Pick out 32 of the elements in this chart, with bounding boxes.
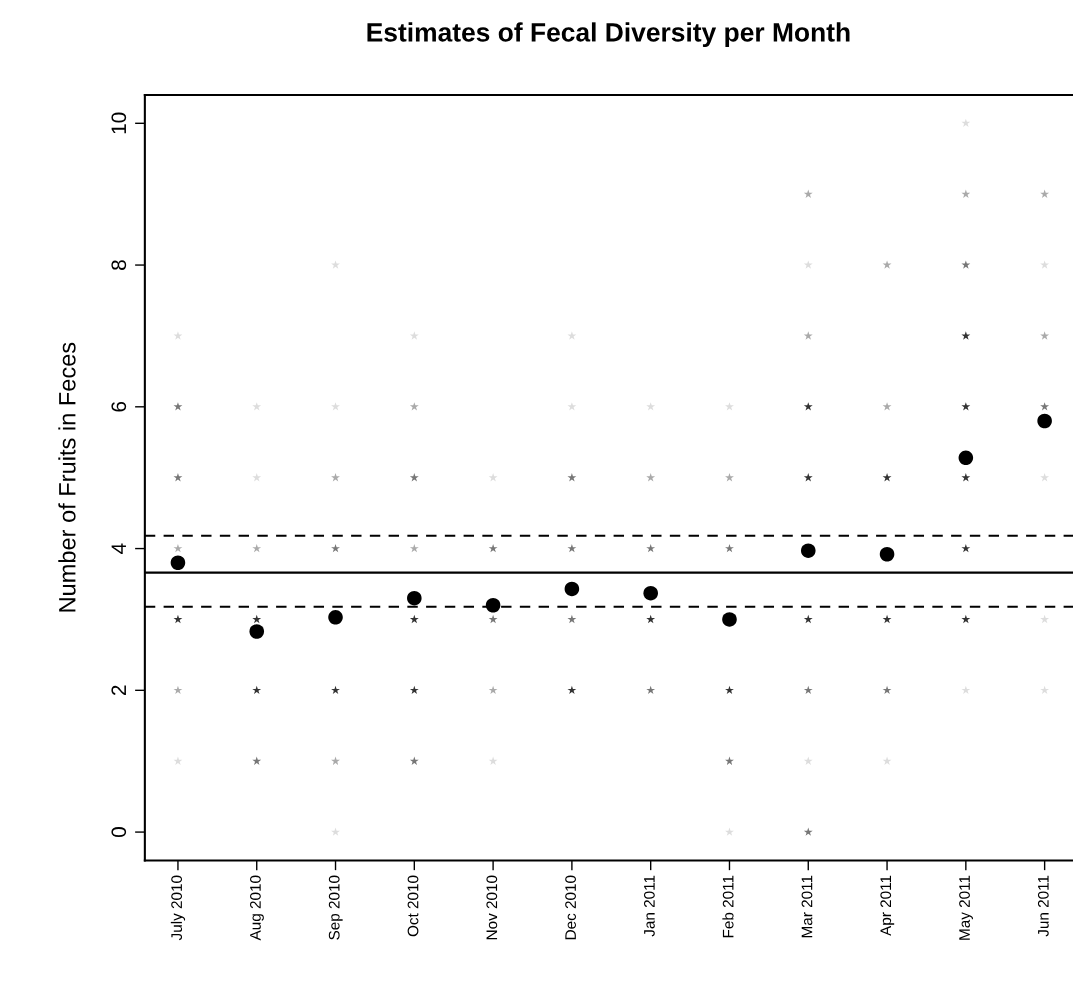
x-tick-label: July 2010 (170, 875, 186, 941)
y-axis-title: Number of Fruits in Feces (58, 342, 76, 612)
x-tick-label: Aug 2010 (250, 875, 264, 941)
point (485, 597, 501, 613)
y-tick-label: 0 (111, 827, 127, 838)
x-tick-label: Jun 2011 (1037, 875, 1049, 937)
y-tick-label: 8 (111, 260, 127, 270)
point (1037, 413, 1052, 429)
point (643, 585, 658, 601)
y-tick-label: 6 (111, 401, 127, 412)
x-tick-label: May 2011 (959, 875, 973, 940)
point (249, 624, 265, 639)
point (722, 612, 737, 627)
x-tick-label: Mar 2011 (801, 875, 813, 938)
y-tick-label: 4 (111, 543, 126, 554)
point (800, 543, 816, 558)
y-tick-label: 2 (111, 685, 126, 696)
point (170, 555, 186, 571)
point (958, 450, 974, 466)
x-tick-label: Nov 2010 (486, 875, 498, 940)
x-tick-label: Feb 2011 (722, 875, 734, 938)
x-tick-label: Dec 2010 (565, 875, 576, 940)
x-tick-label: Apr 2011 (880, 875, 895, 936)
x-tick-label: Oct 2010 (407, 875, 419, 937)
x-tick-label: Sep 2010 (328, 875, 343, 940)
y-tick-label: 10 (111, 112, 127, 134)
point (407, 590, 422, 606)
x-tick-label: Jan 2011 (643, 875, 655, 937)
point (328, 610, 343, 625)
chart-title: Estimates of Fecal Diversity per Month (367, 22, 850, 47)
point (879, 546, 895, 562)
point (564, 581, 580, 597)
